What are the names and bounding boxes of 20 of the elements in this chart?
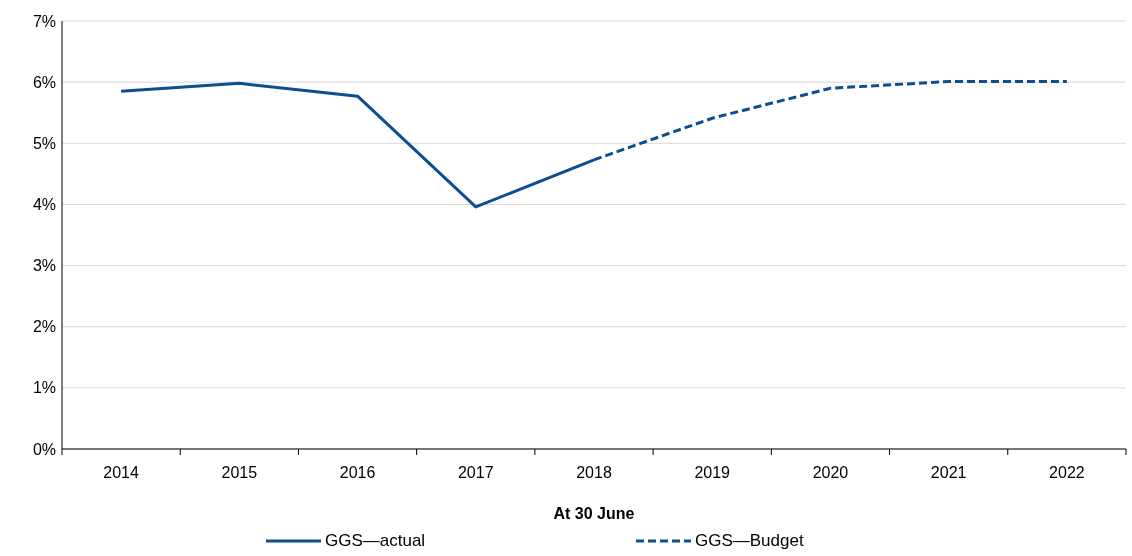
- x-tick-label: 2017: [457, 464, 494, 481]
- x-tick-label: 2020: [812, 464, 849, 481]
- y-tick-label: 0%: [32, 440, 56, 458]
- y-tick-label: 6%: [32, 73, 56, 91]
- y-tick-label: 7%: [32, 12, 56, 30]
- y-tick-label: 3%: [32, 257, 56, 275]
- x-tick-label: 2015: [221, 464, 258, 481]
- x-tick-label: 2016: [339, 464, 376, 481]
- y-tick-label: 2%: [32, 318, 56, 336]
- legend-label: GGS—Budget: [695, 531, 804, 550]
- y-tick-label: 1%: [32, 379, 56, 397]
- x-tick-label: 2022: [1049, 464, 1085, 481]
- x-tick-label: 2014: [103, 464, 140, 481]
- x-axis-title: At 30 June: [553, 505, 635, 522]
- x-tick-label: 2018: [576, 464, 612, 481]
- x-tick-label: 2021: [930, 464, 967, 481]
- legend-label: GGS—actual: [325, 531, 426, 550]
- y-tick-label: 4%: [32, 196, 56, 214]
- x-tick-label: 2019: [694, 464, 731, 481]
- y-tick-label: 5%: [32, 134, 56, 152]
